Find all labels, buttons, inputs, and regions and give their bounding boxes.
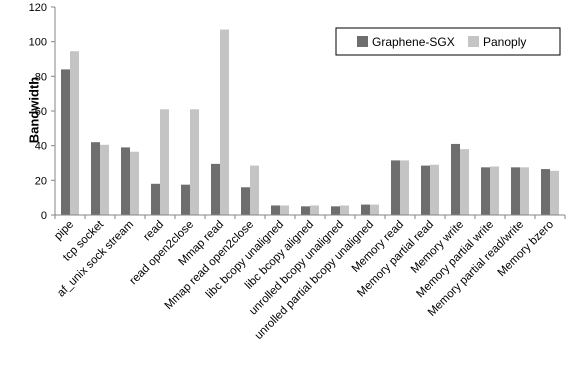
bar-panoply-0	[70, 51, 79, 216]
bar-graphene-sgx-0	[61, 69, 70, 216]
bar-graphene-sgx-10	[361, 204, 370, 215]
y-tick-label: 60	[35, 106, 47, 118]
bar-panoply-2	[130, 151, 139, 215]
bar-panoply-7	[280, 205, 289, 215]
bar-graphene-sgx-1	[91, 142, 100, 215]
axes	[54, 7, 566, 219]
bar-graphene-sgx-11	[391, 160, 400, 215]
legend-label-panoply: Panoply	[483, 35, 526, 49]
y-tick-label: 40	[35, 141, 47, 153]
y-axis: 0 20 40 60 80 100 120	[29, 2, 55, 222]
bar-panoply-15	[520, 167, 529, 215]
bar-graphene-sgx-5	[211, 163, 220, 215]
bar-panoply-4	[190, 109, 199, 215]
bar-panoply-1	[100, 144, 109, 215]
bar-panoply-11	[400, 160, 409, 215]
bar-graphene-sgx-7	[271, 205, 280, 215]
bar-panoply-10	[370, 204, 379, 215]
legend-box	[335, 27, 561, 56]
bar-graphene-sgx-4	[181, 184, 190, 215]
x-category-label: pipe	[52, 219, 76, 243]
bar-graphene-sgx-12	[421, 165, 430, 215]
y-axis-title: Bandwidth	[26, 77, 41, 143]
x-category-label: Memory bzero	[496, 219, 556, 279]
bars	[61, 29, 559, 216]
legend: Graphene-SGX Panoply	[335, 27, 561, 56]
y-tick-label: 20	[35, 175, 47, 187]
y-tick-label: 80	[35, 71, 47, 83]
y-axis-label: Bandwidth	[26, 77, 41, 143]
bar-graphene-sgx-6	[241, 187, 250, 215]
bar-graphene-sgx-9	[331, 206, 340, 215]
y-tick-label: 120	[29, 2, 47, 14]
bar-panoply-6	[250, 165, 259, 215]
legend-label-graphene-sgx: Graphene-SGX	[372, 35, 455, 49]
bar-graphene-sgx-14	[481, 167, 490, 215]
bar-graphene-sgx-15	[511, 167, 520, 215]
bar-graphene-sgx-3	[151, 183, 160, 215]
legend-swatch-panoply	[468, 36, 479, 47]
y-tick-label: 100	[29, 37, 47, 49]
bar-panoply-9	[340, 205, 349, 215]
bar-panoply-5	[220, 29, 229, 216]
bar-graphene-sgx-13	[451, 143, 460, 215]
bar-panoply-8	[310, 205, 319, 215]
bar-panoply-16	[550, 170, 559, 215]
bar-panoply-12	[430, 164, 439, 215]
legend-swatch-graphene-sgx	[357, 36, 368, 47]
bar-graphene-sgx-2	[121, 147, 130, 215]
y-tick-label: 0	[41, 210, 47, 222]
bar-panoply-3	[160, 109, 169, 215]
bar-panoply-13	[460, 149, 469, 215]
bar-panoply-14	[490, 166, 499, 215]
x-category-label: read	[141, 219, 166, 244]
x-category-label: Memory write	[409, 219, 466, 276]
bar-graphene-sgx-8	[301, 206, 310, 215]
bar-graphene-sgx-16	[541, 169, 550, 215]
